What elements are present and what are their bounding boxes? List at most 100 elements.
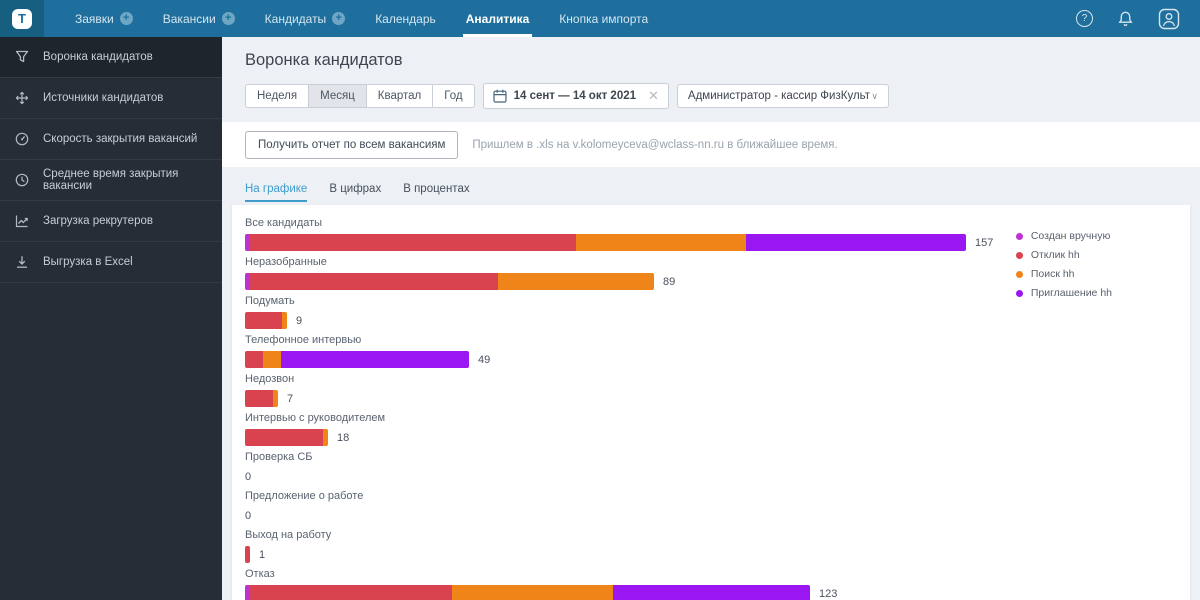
sidebar-item-clock[interactable]: Среднее время закрытия вакансии: [0, 160, 222, 201]
legend-label: Создан вручную: [1030, 230, 1111, 242]
clear-date-icon[interactable]: ✕: [648, 88, 659, 103]
nav-item-вакансии[interactable]: Вакансии +: [148, 0, 250, 37]
nav-item-кнопка-импорта[interactable]: Кнопка импорта: [544, 0, 663, 37]
legend-label: Приглашение hh: [1030, 287, 1112, 299]
nav-item-label: Календарь: [375, 11, 436, 26]
report-note: Пришлем в .xls на v.kolomeyceva@wclass-n…: [472, 138, 838, 151]
period-button-месяц[interactable]: Месяц: [309, 85, 367, 107]
filters-row: Неделя Месяц Квартал Год 14 сент — 14 окт 2…: [245, 83, 1200, 109]
speedometer-icon: [15, 132, 29, 146]
get-report-button[interactable]: Получить отчет по всем вакансиям: [245, 130, 459, 159]
chart-row-bar-line: 157: [245, 234, 1190, 251]
period-button-год[interactable]: Год: [433, 85, 474, 107]
sidebar-item-move-arrows[interactable]: Источники кандидатов: [0, 78, 222, 119]
nav-item-аналитика[interactable]: Аналитика: [451, 0, 545, 37]
vacancy-filter-value: Администратор - кассир ФизКульт: [687, 90, 871, 102]
nav-item-label: Вакансии: [162, 11, 216, 26]
chart-row-value: 1: [259, 548, 266, 561]
sidebar-item-label: Воронка кандидатов: [43, 51, 153, 63]
chart-row-label: Неразобранные: [245, 256, 327, 268]
funnel-chart: Все кандидаты 157 Неразобранные 89 Подумать 9…: [245, 217, 1190, 600]
period-button-неделя[interactable]: Неделя: [246, 85, 310, 107]
tab-на-графике[interactable]: На графике: [245, 183, 308, 202]
date-range-value: 14 сент — 14 окт 2021: [513, 90, 637, 102]
chart-row-value: 89: [663, 275, 676, 288]
download-icon: [17, 256, 27, 268]
legend-item: Создан вручную: [1015, 230, 1112, 242]
bar-segment: [250, 234, 576, 251]
sidebar-item-label: Загрузка рекрутеров: [43, 215, 153, 227]
stacked-bar: [245, 351, 469, 368]
plus-icon[interactable]: +: [221, 12, 235, 25]
sidebar-item-download[interactable]: Выгрузка в Excel: [0, 242, 222, 283]
chart-row-label: Недозвон: [245, 373, 295, 385]
chart-row-bar-line: 0: [245, 468, 1190, 485]
plus-icon[interactable]: +: [332, 12, 346, 25]
chart-row-bar-line: 123: [245, 585, 1190, 600]
bar-segment: [245, 429, 323, 446]
tab-в-цифрах[interactable]: В цифрах: [329, 183, 382, 195]
chart-row-label: Предложение о работе: [245, 490, 364, 502]
nav-item-label: Заявки: [75, 11, 114, 26]
chart-row: Интервью с руководителем 18: [245, 412, 1190, 446]
legend-label: Отклик hh: [1030, 249, 1080, 261]
logo-icon: T: [12, 8, 32, 29]
sidebar-item-funnel[interactable]: Воронка кандидатов: [0, 37, 222, 78]
stacked-bar: [245, 234, 966, 251]
legend-label: Поиск hh: [1030, 268, 1075, 280]
main-content: Воронка кандидатов Неделя Месяц Квартал Год…: [222, 37, 1200, 600]
chart-row-label: Телефонное интервью: [245, 334, 362, 346]
sidebar: Воронка кандидатов Источники кандидатов Ск…: [0, 37, 222, 600]
chart-row: Все кандидаты 157: [245, 217, 1190, 251]
bell-icon[interactable]: [1117, 10, 1134, 28]
chart-row-label: Подумать: [245, 295, 295, 307]
legend-item: Приглашение hh: [1015, 287, 1112, 299]
chart-row: Предложение о работе 0: [245, 490, 1190, 524]
chart-row-bar-line: 89: [245, 273, 1190, 290]
period-selector: Неделя Месяц Квартал Год: [245, 84, 475, 108]
period-button-квартал[interactable]: Квартал: [366, 85, 434, 107]
legend-dot-icon: [1015, 251, 1023, 259]
chart-row-value: 157: [975, 236, 994, 249]
nav-item-заявки[interactable]: Заявки +: [60, 0, 148, 37]
chart-row: Недозвон 7: [245, 373, 1190, 407]
stacked-bar: [245, 546, 250, 563]
vacancy-filter-dropdown[interactable]: Администратор - кассир ФизКульт ∨: [676, 84, 889, 108]
chart-row-value: 7: [287, 392, 294, 405]
bar-segment: [245, 585, 250, 600]
sidebar-item-speedometer[interactable]: Скорость закрытия вакансий: [0, 119, 222, 160]
bar-segment: [498, 273, 654, 290]
help-icon[interactable]: ?: [1076, 10, 1093, 27]
chart-row-label: Интервью с руководителем: [245, 412, 386, 424]
bar-segment: [245, 390, 273, 407]
line-chart-icon: [15, 215, 28, 228]
app-logo[interactable]: T: [0, 0, 44, 37]
chart-row-bar-line: 18: [245, 429, 1190, 446]
funnel-chart-card: Все кандидаты 157 Неразобранные 89 Подумать 9…: [232, 205, 1190, 600]
legend-item: Поиск hh: [1015, 268, 1112, 280]
bar-segment: [245, 351, 263, 368]
stacked-bar: [245, 585, 810, 600]
nav-item-кандидаты[interactable]: Кандидаты +: [250, 0, 361, 37]
nav-item-календарь[interactable]: Календарь: [360, 0, 451, 37]
date-range-picker[interactable]: 14 сент — 14 окт 2021 ✕: [482, 83, 669, 109]
plus-icon[interactable]: +: [119, 12, 133, 25]
legend-dot-icon: [1015, 232, 1023, 240]
chart-row: Отказ 123: [245, 568, 1190, 600]
bar-segment: [576, 234, 746, 251]
sidebar-item-label: Скорость закрытия вакансий: [43, 133, 198, 145]
report-section: Получить отчет по всем вакансиям Пришлем…: [222, 122, 1200, 167]
main-menu: Заявки + Вакансии + Кандидаты + Календарь Анали…: [60, 0, 663, 37]
calendar-icon: [492, 89, 507, 103]
chart-row-bar-line: 49: [245, 351, 1190, 368]
chart-row-label: Проверка СБ: [245, 451, 313, 463]
chart-row: Подумать 9: [245, 295, 1190, 329]
sidebar-item-line-chart[interactable]: Загрузка рекрутеров: [0, 201, 222, 242]
avatar-icon[interactable]: [1158, 8, 1180, 30]
bar-segment: [282, 312, 287, 329]
nav-item-label: Кандидаты: [264, 11, 327, 26]
bar-segment: [245, 234, 250, 251]
chart-row-bar-line: 1: [245, 546, 1190, 563]
tab-в-процентах[interactable]: В процентах: [403, 183, 470, 195]
chart-row: Выход на работу 1: [245, 529, 1190, 563]
